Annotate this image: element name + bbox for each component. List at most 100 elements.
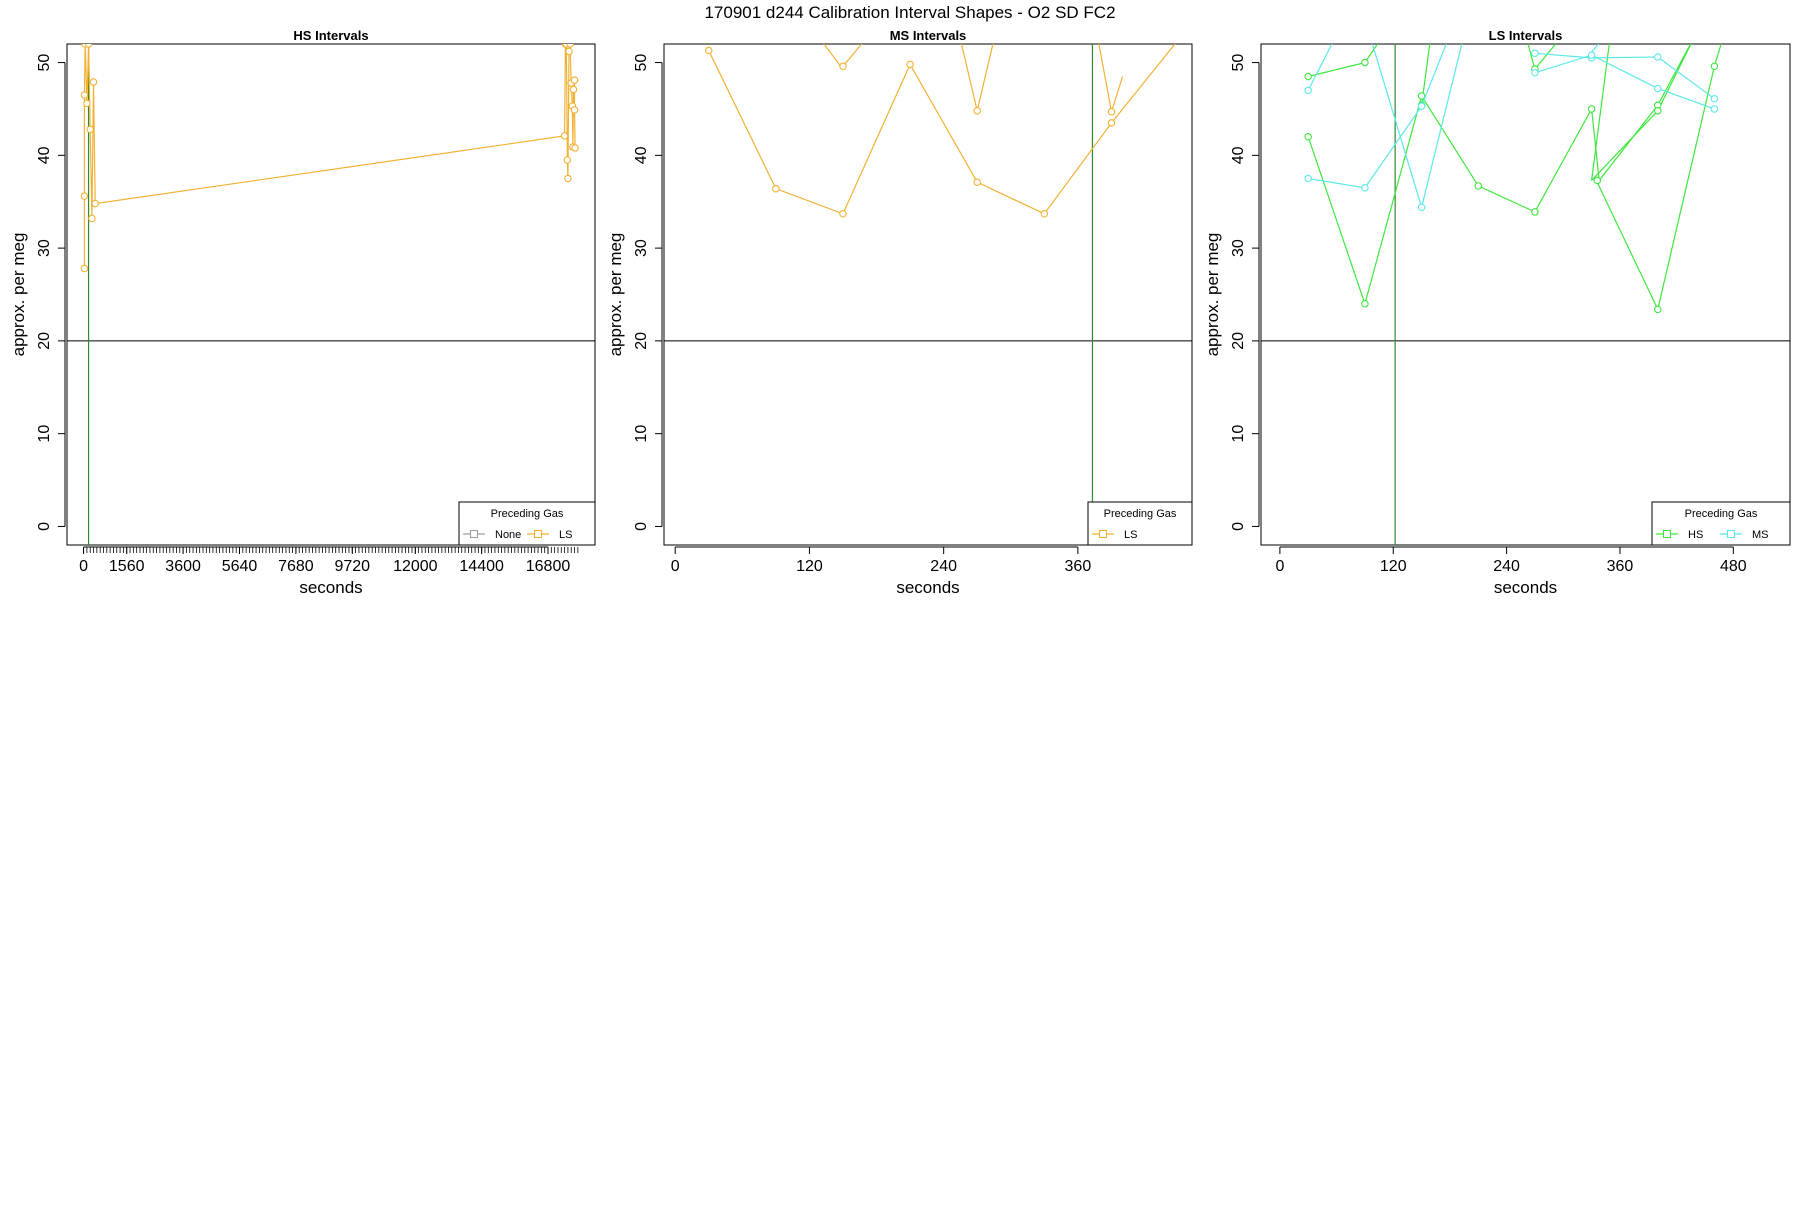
data-point-LS [564, 174, 572, 183]
y-tick-label: 30 [1230, 239, 1247, 257]
series-group [80, 44, 579, 273]
y-axis-label: approx. per meg [1203, 233, 1222, 357]
panel-title: MS Intervals [890, 28, 967, 43]
series-line-MS [1308, 44, 1447, 189]
x-tick-label: 360 [1065, 558, 1092, 575]
legend-title: Preceding Gas [1685, 508, 1758, 520]
legend-swatch-marker [1098, 529, 1108, 539]
panel-0: HS Intervals 0 1560 3600 5640 7680 9720 12000 14… [9, 28, 596, 597]
data-point-LS [1107, 107, 1116, 116]
legend: Preceding Gas LS [1087, 501, 1193, 546]
x-tick-label: 240 [930, 558, 957, 575]
data-point-LS [570, 106, 579, 114]
data-point-MS [1531, 69, 1539, 77]
x-tick-label: 14400 [459, 558, 504, 575]
data-point-LS [563, 156, 572, 164]
x-tick-label: 12000 [393, 558, 438, 575]
data-point-MS [1304, 86, 1312, 95]
data-point-MS [1710, 94, 1719, 103]
x-tick-label: 3600 [165, 558, 201, 575]
legend-entry-label: HS [1688, 529, 1703, 541]
y-tick-label: 40 [633, 146, 650, 164]
plot-frame [663, 43, 1193, 546]
y-tick-label: 50 [633, 54, 650, 72]
x-tick-label: 0 [1275, 558, 1284, 575]
series-line-MS [1371, 44, 1463, 210]
y-tick-label: 20 [633, 332, 650, 350]
data-point-HS [1474, 182, 1483, 190]
x-tick-label: 5640 [222, 558, 258, 575]
series-line-HS [1595, 44, 1722, 312]
series-line-LS [83, 44, 576, 269]
legend-swatch-marker [533, 529, 543, 539]
panel-1: MS Intervals 0 120 240 360 seconds 0 10 20 30 40 50… [606, 28, 1193, 597]
data-point-LS [839, 210, 847, 218]
y-tick-label: 10 [633, 425, 650, 443]
data-point-HS [1587, 105, 1596, 113]
y-tick-label: 30 [36, 239, 53, 257]
legend-swatch-marker [469, 529, 479, 539]
data-point-LS [80, 192, 89, 200]
data-point-MS [1361, 184, 1369, 192]
y-tick-label: 20 [36, 332, 53, 350]
data-point-LS [772, 184, 780, 193]
data-point-LS [88, 214, 96, 223]
data-point-LS [906, 60, 914, 69]
data-point-HS [1531, 208, 1539, 216]
data-point-HS [1710, 62, 1719, 71]
y-tick-label: 0 [36, 522, 53, 531]
data-point-LS [86, 125, 94, 134]
x-axis-label: seconds [896, 578, 959, 597]
y-tick-label: 20 [1230, 332, 1247, 350]
data-point-MS [1417, 203, 1426, 212]
data-point-LS [973, 178, 981, 186]
y-tick-label: 30 [633, 239, 650, 257]
data-point-LS [565, 47, 573, 56]
data-point-MS [1654, 84, 1662, 93]
legend-swatch-marker [1662, 529, 1672, 539]
y-tick-label: 40 [1230, 146, 1247, 164]
series-line-HS [1307, 44, 1692, 306]
panel-2: LS Intervals 0 120 240 360 480 seconds 0 10 20 30 4… [1203, 28, 1791, 597]
data-point-LS [91, 199, 99, 208]
y-axis-label: approx. per meg [606, 233, 625, 357]
data-point-LS [839, 62, 847, 71]
legend-entry-label: LS [559, 529, 572, 541]
data-point-HS [1417, 92, 1426, 100]
x-axis-label: seconds [1494, 578, 1557, 597]
data-point-LS [1107, 119, 1116, 127]
panel-title: HS Intervals [293, 28, 368, 43]
legend-title: Preceding Gas [491, 508, 564, 520]
data-point-MS [1417, 102, 1426, 110]
series-line-LS [823, 44, 842, 67]
data-point-HS [1304, 72, 1312, 81]
data-point-LS [571, 144, 579, 152]
series-line-HS [1308, 44, 1379, 78]
series-group [704, 44, 1176, 218]
legend-entry-label: MS [1752, 529, 1769, 541]
data-point-LS [83, 99, 91, 108]
legend-entry-label: LS [1124, 529, 1137, 541]
legend: Preceding Gas None LS [458, 501, 596, 546]
y-tick-label: 50 [1230, 54, 1247, 72]
series-line-MS [1591, 44, 1600, 53]
data-point-HS [1361, 300, 1369, 308]
data-point-MS [1587, 51, 1596, 59]
data-point-LS [704, 46, 713, 55]
series-line-LS [708, 44, 1176, 215]
y-tick-label: 0 [1230, 522, 1247, 531]
legend-box [458, 501, 596, 546]
data-point-MS [1531, 49, 1539, 58]
y-tick-label: 10 [36, 425, 53, 443]
x-tick-label: 1560 [109, 558, 145, 575]
x-tick-label: 360 [1607, 558, 1634, 575]
x-tick-label: 120 [796, 558, 823, 575]
series-line-LS [842, 44, 863, 67]
legend-entry-label: None [495, 529, 521, 541]
data-point-HS [1654, 305, 1662, 314]
data-point-LS [560, 132, 569, 140]
data-point-LS [570, 76, 579, 84]
data-point-MS [1304, 174, 1312, 183]
x-tick-label: 120 [1380, 558, 1407, 575]
